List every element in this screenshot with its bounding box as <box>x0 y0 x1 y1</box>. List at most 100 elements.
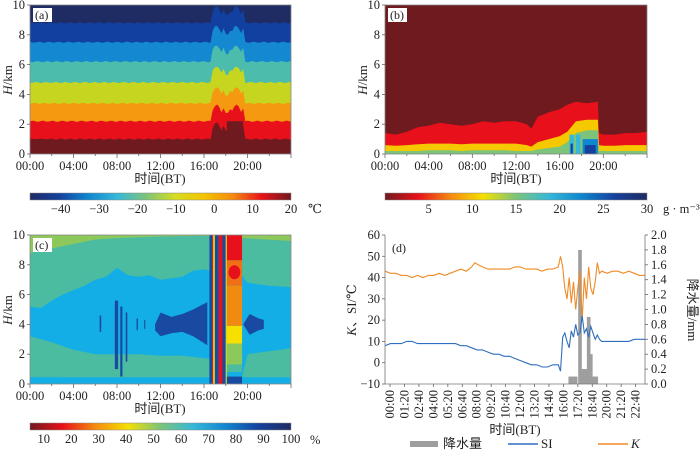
panel-c-colorbar <box>29 422 292 431</box>
panel-b-colorbar-unit: g · m⁻³ <box>663 202 700 216</box>
y-tick-label: 2 <box>374 117 380 131</box>
humidity-convective-strip <box>218 235 223 384</box>
x-tick-label: 02:40 <box>412 390 426 418</box>
y-tick-label: 2 <box>19 347 25 361</box>
temperature-band <box>30 122 291 154</box>
y-right-tick-label: 1.4 <box>651 273 667 287</box>
x-tick-label: 12:00 <box>502 159 530 173</box>
colorbar-tick-label: 25 <box>597 202 610 216</box>
x-tick-label: 05:20 <box>441 390 455 418</box>
precip-bar <box>582 369 587 384</box>
panel-d-plot <box>385 249 645 384</box>
y-left-tick-label: 10 <box>368 334 381 348</box>
x-tick-label: 04:00 <box>59 389 87 403</box>
x-tick-label: 10:40 <box>499 390 513 418</box>
precip-bar <box>591 376 595 384</box>
y-right-tick-label: 0.0 <box>651 377 667 391</box>
panel-c-xlabel: 时间(BT) <box>134 401 185 416</box>
panel-b-colorbar <box>384 192 648 201</box>
precip-bar <box>584 369 589 384</box>
y-tick-label: 6 <box>19 288 25 302</box>
colorbar-tick-label: 10 <box>37 432 50 446</box>
humidity-streak <box>144 319 146 329</box>
x-tick-label: 17:20 <box>571 390 585 418</box>
x-tick-label: 00:00 <box>383 390 397 418</box>
y-left-tick-label: 0 <box>374 356 380 370</box>
y-left-tick-label: −10 <box>360 377 380 391</box>
humidity-column-band <box>226 364 243 373</box>
colorbar-tick-label: 5 <box>426 202 432 216</box>
y-tick-label: 0 <box>374 147 380 161</box>
panel-a-colorbar <box>29 192 292 201</box>
panel-b-tag: (b) <box>390 8 404 22</box>
y-tick-label: 4 <box>19 87 26 101</box>
legend-label: 降水量 <box>443 436 482 451</box>
warm-surface-patch <box>283 147 287 154</box>
humidity-column-band <box>226 285 243 326</box>
y-tick-label: 0 <box>19 147 25 161</box>
humidity-column-band <box>226 376 243 384</box>
y-right-tick-label: 0.6 <box>651 332 667 346</box>
x-tick-label: 09:20 <box>484 390 498 418</box>
y-right-tick-label: 0.8 <box>651 317 667 331</box>
humidity-column-band <box>226 372 243 377</box>
y-tick-label: 10 <box>368 0 381 12</box>
panel-c-axes: 0 2 4 6 8 10 00:00 04:00 08:00 12:00 16:00 20:00 <box>13 228 292 403</box>
colorbar-tick-label: 0 <box>211 202 217 216</box>
warm-surface-patch <box>46 143 65 154</box>
warm-surface-patch <box>138 139 210 154</box>
humidity-convective-strip <box>213 235 215 384</box>
colorbar-tick-label: 10 <box>466 202 479 216</box>
y-tick-label: 6 <box>19 58 25 72</box>
panel-a-tag-bg <box>33 8 52 22</box>
warm-surface-patch <box>260 146 268 154</box>
humidity-column-band <box>226 343 243 365</box>
y-right-tick-label: 1.2 <box>651 288 667 302</box>
humidity-band-85 <box>155 302 208 346</box>
x-tick-label: 12:00 <box>513 390 527 418</box>
x-tick-label: 20:00 <box>233 159 261 173</box>
precip-bar <box>589 354 593 384</box>
panel-c-heatmap <box>30 235 291 384</box>
precip-bar <box>580 369 584 384</box>
panel-d-ylabel-left-var: K <box>344 326 359 337</box>
precip-bar <box>571 376 576 384</box>
x-tick-label: 01:20 <box>398 390 412 418</box>
x-tick-label: 20:00 <box>600 390 614 418</box>
panel-c-tag: (c) <box>35 238 48 252</box>
humidity-streak <box>114 300 119 370</box>
humidity-convective-strip <box>222 235 226 384</box>
y-left-tick-label: 20 <box>368 313 381 327</box>
y-right-tick-label: 1.0 <box>651 303 667 317</box>
panel-c-ylabel-var: H <box>0 315 15 326</box>
panel-a-colorbar-ticks: −40 −30 −20 −10 0 10 20 <box>51 202 297 216</box>
panel-d-xlabel: 时间(BT) <box>489 422 540 437</box>
panel-d-ylabel-left: K、SI/℃ <box>344 284 359 336</box>
humidity-streak <box>136 318 138 331</box>
panel-c-tag-bg <box>33 238 52 252</box>
vapor-convective-column <box>584 145 596 154</box>
x-tick-label: 16:00 <box>556 390 570 418</box>
colorbar-tick-label: 20 <box>65 432 78 446</box>
x-tick-label: 00:00 <box>16 159 44 173</box>
colorbar-tick-label: 50 <box>147 432 160 446</box>
colorbar-tick-label: −30 <box>89 202 109 216</box>
warm-surface-patch <box>245 145 253 154</box>
precip-bar <box>594 376 599 384</box>
x-tick-label: 06:40 <box>455 390 469 418</box>
y-left-tick-label: 60 <box>368 228 381 242</box>
humidity-column-band <box>226 325 243 344</box>
y-tick-label: 10 <box>13 0 26 12</box>
colorbar-tick-label: 30 <box>92 432 105 446</box>
panel-a-colorbar-unit: ℃ <box>308 202 322 216</box>
legend-label: SI <box>541 436 553 451</box>
panel-a-heatmap <box>30 5 291 154</box>
y-left-tick-label: 50 <box>368 249 381 263</box>
series-line-k <box>385 256 645 321</box>
y-left-tick-label: 30 <box>368 292 381 306</box>
panel-a-xlabel: 时间(BT) <box>134 171 185 186</box>
y-tick-label: 2 <box>19 117 25 131</box>
panel-a: (a) 0 2 4 6 8 10 00:00 04:00 08:00 12:00 16:00 20:0… <box>0 0 322 216</box>
colorbar-tick-label: 100 <box>282 432 301 446</box>
